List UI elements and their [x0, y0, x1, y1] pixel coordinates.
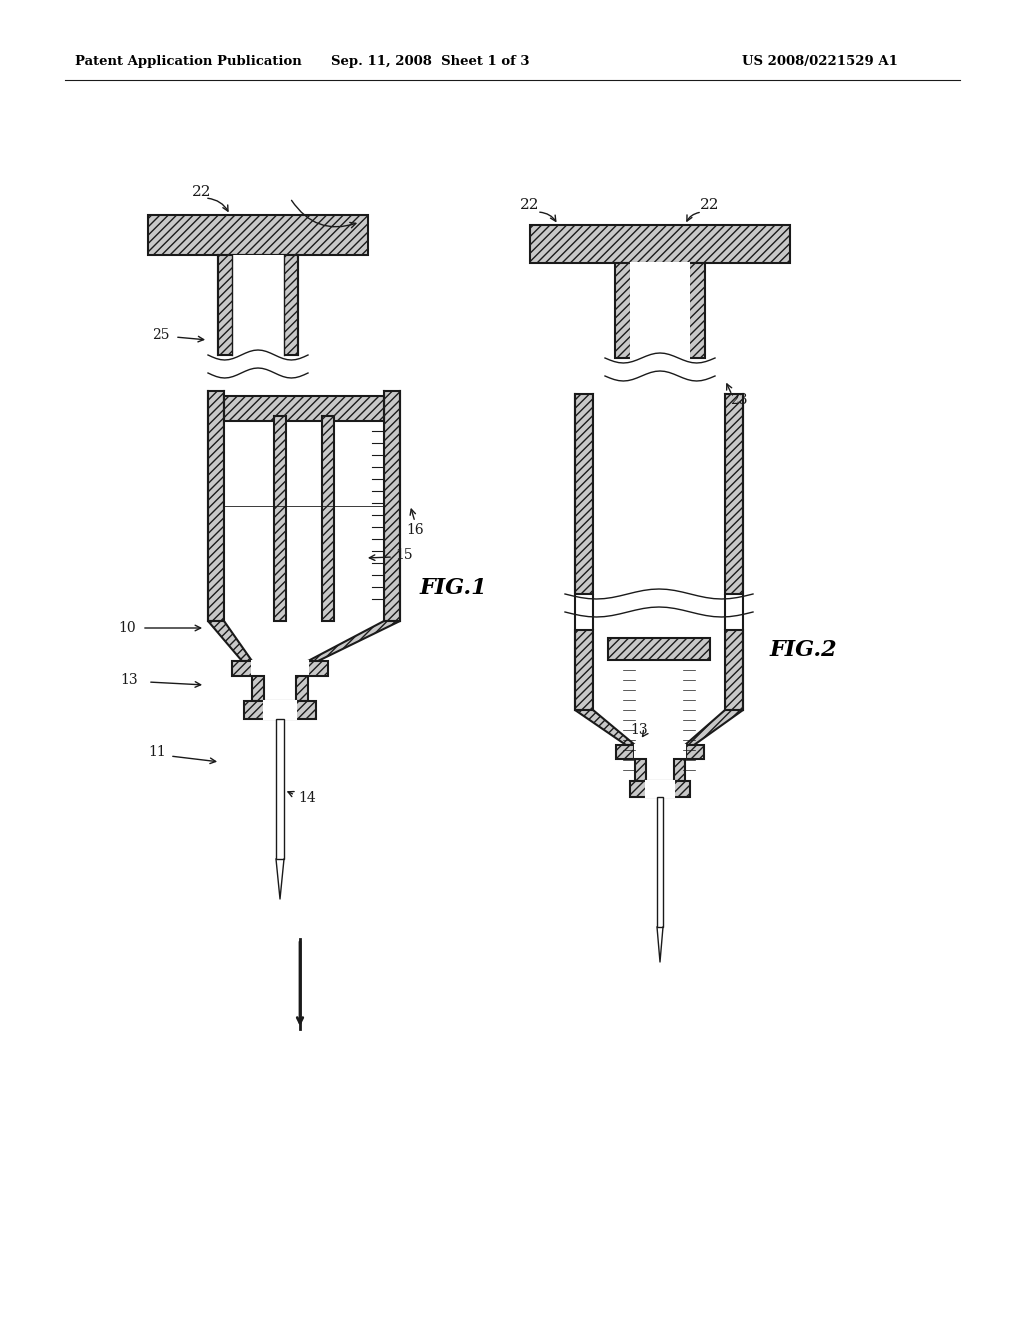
Polygon shape: [252, 676, 264, 701]
Polygon shape: [232, 661, 252, 676]
Polygon shape: [593, 630, 725, 710]
Text: 22: 22: [520, 198, 540, 213]
Polygon shape: [232, 255, 284, 360]
Polygon shape: [630, 781, 690, 797]
Text: US 2008/0221529 A1: US 2008/0221529 A1: [742, 55, 898, 69]
Text: 22: 22: [193, 185, 212, 199]
Polygon shape: [616, 744, 634, 759]
Polygon shape: [274, 416, 286, 620]
Polygon shape: [384, 391, 400, 620]
Text: Patent Application Publication: Patent Application Publication: [75, 55, 302, 69]
Text: 11: 11: [148, 744, 166, 759]
Polygon shape: [308, 661, 328, 676]
Polygon shape: [252, 661, 308, 676]
Text: 15: 15: [395, 548, 413, 562]
Polygon shape: [674, 759, 685, 781]
Polygon shape: [575, 393, 593, 594]
Polygon shape: [264, 701, 296, 719]
Polygon shape: [631, 263, 689, 358]
Text: 23: 23: [730, 393, 748, 407]
Polygon shape: [208, 391, 224, 620]
Polygon shape: [685, 710, 743, 744]
Polygon shape: [530, 224, 790, 263]
Polygon shape: [148, 215, 368, 255]
Bar: [657, 797, 663, 927]
Polygon shape: [208, 620, 252, 661]
Polygon shape: [244, 701, 316, 719]
Text: 14: 14: [298, 791, 315, 805]
Text: 10: 10: [118, 620, 135, 635]
Polygon shape: [615, 263, 631, 358]
Polygon shape: [218, 255, 298, 355]
Polygon shape: [608, 638, 710, 660]
Polygon shape: [308, 620, 400, 661]
Polygon shape: [725, 393, 743, 594]
Polygon shape: [224, 396, 384, 421]
Text: 22: 22: [700, 198, 720, 213]
Polygon shape: [646, 781, 674, 797]
Polygon shape: [322, 416, 334, 620]
Text: 16: 16: [406, 523, 424, 537]
Polygon shape: [575, 710, 635, 744]
Polygon shape: [575, 630, 593, 710]
Text: FIG.2: FIG.2: [770, 639, 838, 661]
Polygon shape: [686, 744, 705, 759]
Text: 13: 13: [630, 723, 647, 737]
Polygon shape: [593, 393, 725, 594]
Text: Sep. 11, 2008  Sheet 1 of 3: Sep. 11, 2008 Sheet 1 of 3: [331, 55, 529, 69]
Polygon shape: [635, 759, 646, 781]
Polygon shape: [296, 676, 308, 701]
Text: 13: 13: [120, 673, 137, 686]
Polygon shape: [224, 391, 384, 620]
Polygon shape: [725, 630, 743, 710]
Text: FIG.1: FIG.1: [420, 577, 487, 599]
Polygon shape: [635, 744, 685, 759]
Bar: [276, 719, 284, 859]
Polygon shape: [689, 263, 705, 358]
Text: 25: 25: [152, 327, 170, 342]
